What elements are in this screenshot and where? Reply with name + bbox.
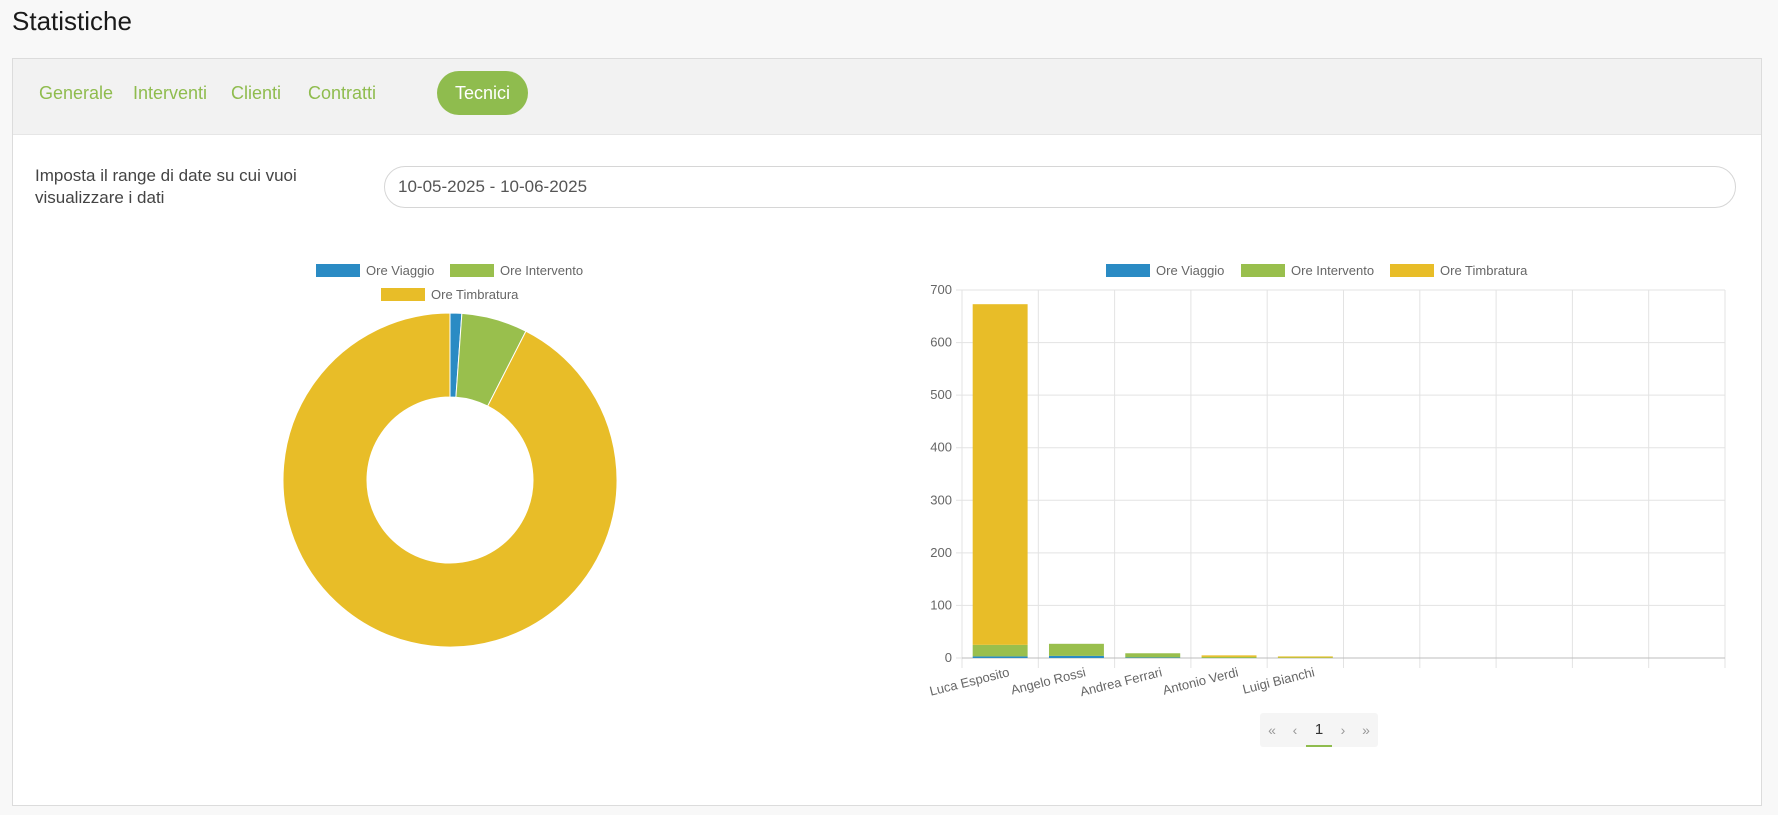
x-tick-label: Andrea Ferrari [1079,664,1164,699]
pagination-first[interactable]: « [1268,722,1276,738]
chart-pagination: « ‹ 1 › » [1260,713,1378,747]
tab-bar: Generale Interventi Clienti Contratti Te… [13,59,1761,135]
legend-label-timbratura: Ore Timbratura [431,287,519,302]
bar-legend-swatch-timbratura [1390,264,1434,277]
legend-swatch-viaggio [316,264,360,277]
date-range-label: Imposta il range di date su cui vuoi vis… [35,166,297,207]
y-tick-label: 500 [930,387,952,402]
bar-angelo-rossi-ore-intervento[interactable] [1048,643,1104,656]
legend-swatch-timbratura [381,288,425,301]
tab-tecnici[interactable]: Tecnici [437,71,529,115]
x-tick-label: Angelo Rossi [1009,664,1087,697]
page-title: Statistiche [12,6,132,36]
legend-label-viaggio: Ore Viaggio [366,263,435,278]
bar-luigi-bianchi-ore-intervento[interactable] [1277,657,1333,658]
tab-contratti[interactable]: Contratti [308,83,377,103]
y-tick-label: 0 [945,650,952,665]
doughnut-legend-intervento[interactable]: Ore Intervento [450,264,583,280]
bar-antonio-verdi-ore-intervento[interactable] [1201,656,1257,658]
tab-interventi[interactable]: Interventi [133,83,208,103]
legend-label-intervento: Ore Intervento [500,263,584,278]
doughnut-chart [282,312,618,648]
doughnut-legend-viaggio[interactable]: Ore Viaggio [316,264,434,280]
y-tick-label: 100 [930,597,952,612]
y-tick-label: 600 [930,335,952,350]
y-tick-label: 700 [930,282,952,297]
x-tick-label: Luca Esposito [928,664,1011,698]
x-tick-label: Antonio Verdi [1161,664,1240,697]
bar-legend-label-timbratura: Ore Timbratura [1440,263,1528,278]
bar-legend-timbratura[interactable]: Ore Timbratura [1390,264,1527,280]
doughnut-slice-ore-timbratura[interactable] [282,312,618,648]
legend-swatch-intervento [450,264,494,277]
pagination-prev[interactable]: ‹ [1292,722,1298,738]
bar-luca-esposito-ore-timbratura[interactable] [972,304,1028,645]
pagination-current-page[interactable]: 1 [1306,713,1332,747]
bar-angelo-rossi-ore-viaggio[interactable] [1048,655,1104,658]
bar-andrea-ferrari-ore-viaggio[interactable] [1125,657,1181,658]
bar-legend-viaggio[interactable]: Ore Viaggio [1106,264,1224,280]
bar-legend-label-viaggio: Ore Viaggio [1156,263,1225,278]
pagination-last[interactable]: » [1362,722,1370,738]
date-range-input[interactable] [384,166,1736,208]
bar-antonio-verdi-ore-timbratura[interactable] [1201,655,1257,657]
y-tick-label: 400 [930,440,952,455]
bar-andrea-ferrari-ore-intervento[interactable] [1125,653,1181,658]
stacked-bar-chart: 0 100 200 300 400 500 600 700 Luca EspositoAngel… [928,282,1726,699]
tab-generale[interactable]: Generale [39,83,114,103]
bar-luigi-bianchi-ore-timbratura[interactable] [1277,656,1333,658]
doughnut-legend-timbratura[interactable]: Ore Timbratura [381,288,518,304]
bar-luca-esposito-ore-viaggio[interactable] [972,656,1028,658]
bar-legend-intervento[interactable]: Ore Intervento [1241,264,1374,280]
bar-legend-swatch-viaggio [1106,264,1150,277]
tab-clienti[interactable]: Clienti [231,83,282,103]
x-tick-label: Luigi Bianchi [1241,664,1316,696]
bar-legend-swatch-intervento [1241,264,1285,277]
bar-luca-esposito-ore-intervento[interactable] [972,644,1028,657]
pagination-next[interactable]: › [1340,722,1346,738]
y-tick-label: 300 [930,492,952,507]
bar-legend-label-intervento: Ore Intervento [1291,263,1375,278]
y-tick-label: 200 [930,545,952,560]
